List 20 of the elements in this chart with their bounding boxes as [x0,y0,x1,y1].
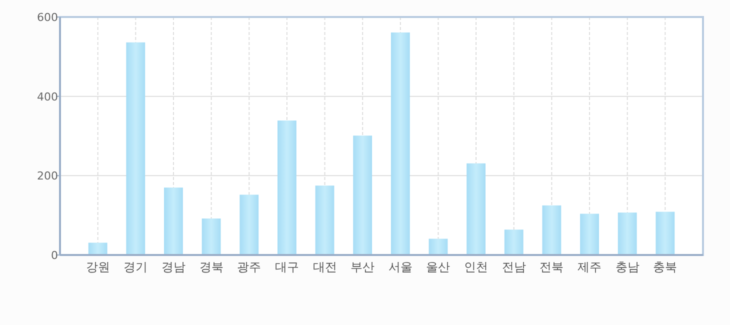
y-tick-label: 0 [51,249,58,262]
x-tick-label: 경기 [124,260,148,274]
x-tick-label: 전북 [540,260,564,274]
x-tick-label: 충남 [615,260,640,274]
x-tick-label: 울산 [426,260,450,274]
x-tick-label: 광주 [237,260,262,274]
x-tick-label: 대전 [312,260,337,274]
x-tick-label: 전남 [502,260,526,274]
y-tick-label: 400 [37,90,58,104]
x-tick-label: 경남 [161,260,186,274]
x-tick-label: 서울 [388,260,412,274]
x-tick-label: 제주 [578,260,602,274]
x-tick-label: 대구 [274,260,299,274]
y-tick-label: 200 [37,170,58,183]
x-tick-label: 부산 [350,260,375,274]
x-tick-label: 인천 [464,260,488,274]
x-tick-label: 충북 [653,260,678,274]
y-tick-label: 600 [37,11,58,24]
x-tick-label: 경북 [199,260,224,274]
x-tick-label: 강원 [86,260,110,274]
